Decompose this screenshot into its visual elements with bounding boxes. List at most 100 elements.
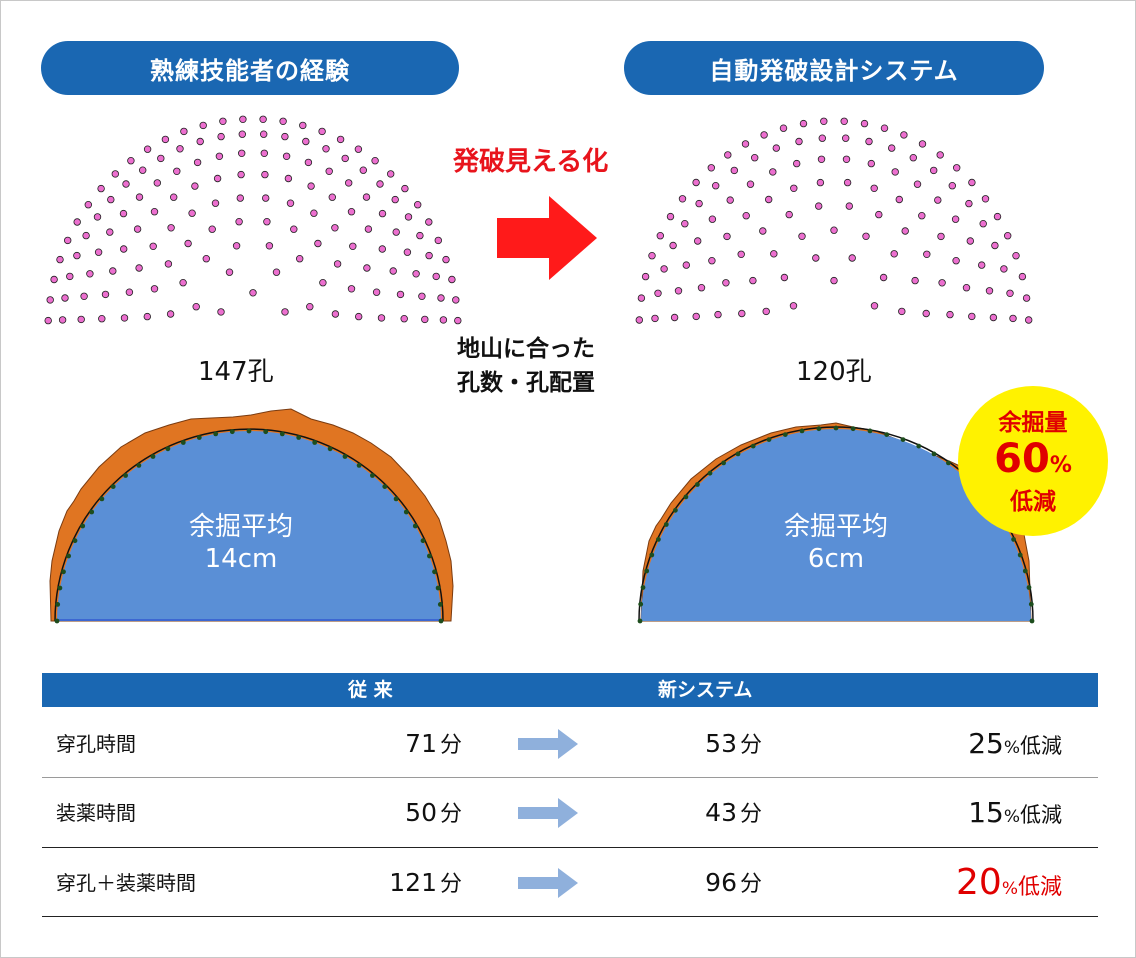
drill-hole	[272, 268, 281, 276]
after-value: 53	[705, 729, 737, 758]
drill-hole	[707, 164, 715, 172]
drill-hole	[762, 307, 770, 316]
drill-hole	[722, 279, 730, 287]
drill-hole	[179, 279, 187, 287]
drill-hole	[225, 268, 234, 276]
drill-hole	[923, 250, 931, 258]
drill-hole	[708, 215, 717, 223]
drill-hole	[989, 313, 998, 322]
drill-hole	[362, 193, 371, 201]
drill-hole	[176, 145, 184, 153]
row-name: 穿孔時間	[56, 732, 136, 756]
drill-hole	[862, 232, 870, 240]
drill-hole	[789, 302, 798, 310]
drill-hole	[425, 218, 433, 226]
perimeter-hole	[438, 618, 444, 624]
drill-hole	[865, 137, 873, 146]
row-after: 43 分	[672, 778, 762, 848]
perimeter-hole	[750, 443, 756, 449]
perimeter-hole	[403, 509, 409, 515]
drill-hole	[979, 219, 987, 228]
drill-hole	[452, 296, 460, 304]
perimeter-hole	[638, 601, 644, 607]
drill-hole	[150, 207, 159, 216]
drill-hole	[635, 316, 643, 324]
perimeter-hole	[279, 431, 285, 437]
drill-hole	[199, 121, 207, 130]
drill-hole	[880, 124, 889, 132]
drill-hole	[425, 251, 433, 260]
drill-hole	[261, 170, 269, 179]
row-arrow-icon	[518, 729, 578, 759]
drill-hole	[333, 260, 342, 268]
row-name: 装薬時間	[56, 801, 136, 825]
drill-hole	[780, 273, 789, 282]
drill-hole	[98, 315, 106, 323]
perimeter-hole	[54, 618, 60, 624]
drill-hole	[143, 312, 151, 321]
drill-hole	[692, 312, 700, 321]
tunnel-label-right-line2: 6cm	[807, 544, 865, 574]
drill-hole	[946, 310, 954, 319]
drill-hole	[845, 202, 853, 210]
drill-hole	[84, 200, 92, 209]
drill-hole	[414, 200, 422, 209]
drill-hole	[820, 117, 828, 125]
perimeter-hole	[420, 538, 426, 544]
perimeter-hole	[1029, 618, 1035, 624]
drill-hole	[378, 209, 387, 218]
drill-hole	[347, 285, 356, 293]
drill-hole	[389, 267, 397, 275]
drill-hole	[669, 241, 677, 250]
badge-number: 60	[994, 436, 1050, 482]
drill-hole	[211, 199, 220, 207]
drill-hole	[666, 212, 675, 221]
reduction-number: 25	[968, 727, 1004, 760]
drill-hole	[336, 135, 345, 144]
perimeter-hole	[766, 437, 772, 442]
after-unit: 分	[739, 802, 762, 827]
drill-hole	[726, 196, 734, 204]
drill-hole	[341, 154, 349, 163]
perimeter-hole	[412, 523, 418, 529]
tunnel-label-left: 余掘平均 14cm	[151, 511, 331, 575]
drill-hole	[299, 121, 307, 130]
drill-hole	[188, 209, 196, 217]
perimeter-hole	[931, 451, 937, 457]
drill-hole	[412, 270, 420, 278]
perimeter-hole	[150, 454, 156, 459]
reduction-percent: %	[1001, 879, 1018, 899]
drill-hole	[46, 296, 54, 304]
excavated-area-right	[641, 429, 1031, 621]
drill-hole	[738, 309, 746, 318]
drill-hole	[637, 294, 646, 302]
drill-hole	[895, 195, 903, 204]
drill-hole	[723, 232, 731, 241]
fit-label-line2: 孔数・孔配置	[457, 370, 595, 396]
hole-dots-right	[635, 117, 1033, 324]
perimeter-hole	[89, 509, 95, 515]
drill-hole	[641, 272, 650, 281]
drill-hole	[111, 170, 119, 178]
drill-hole	[682, 261, 690, 269]
drill-hole	[167, 224, 175, 232]
drill-hole	[215, 152, 224, 160]
drill-hole	[282, 152, 291, 160]
drill-hole	[793, 159, 801, 168]
perimeter-hole	[640, 585, 646, 590]
drill-hole	[61, 294, 69, 302]
drill-hole	[180, 127, 188, 136]
perimeter-hole	[196, 435, 202, 440]
drill-hole	[238, 130, 246, 138]
drill-hole	[674, 287, 683, 295]
drill-hole	[421, 315, 429, 324]
drill-hole	[769, 168, 777, 176]
drill-hole	[133, 225, 142, 233]
drill-hole	[695, 199, 703, 208]
drill-hole	[799, 119, 808, 128]
drill-hole	[135, 193, 144, 201]
drill-hole	[930, 166, 938, 175]
perimeter-hole	[165, 446, 171, 452]
drill-hole	[918, 140, 927, 148]
